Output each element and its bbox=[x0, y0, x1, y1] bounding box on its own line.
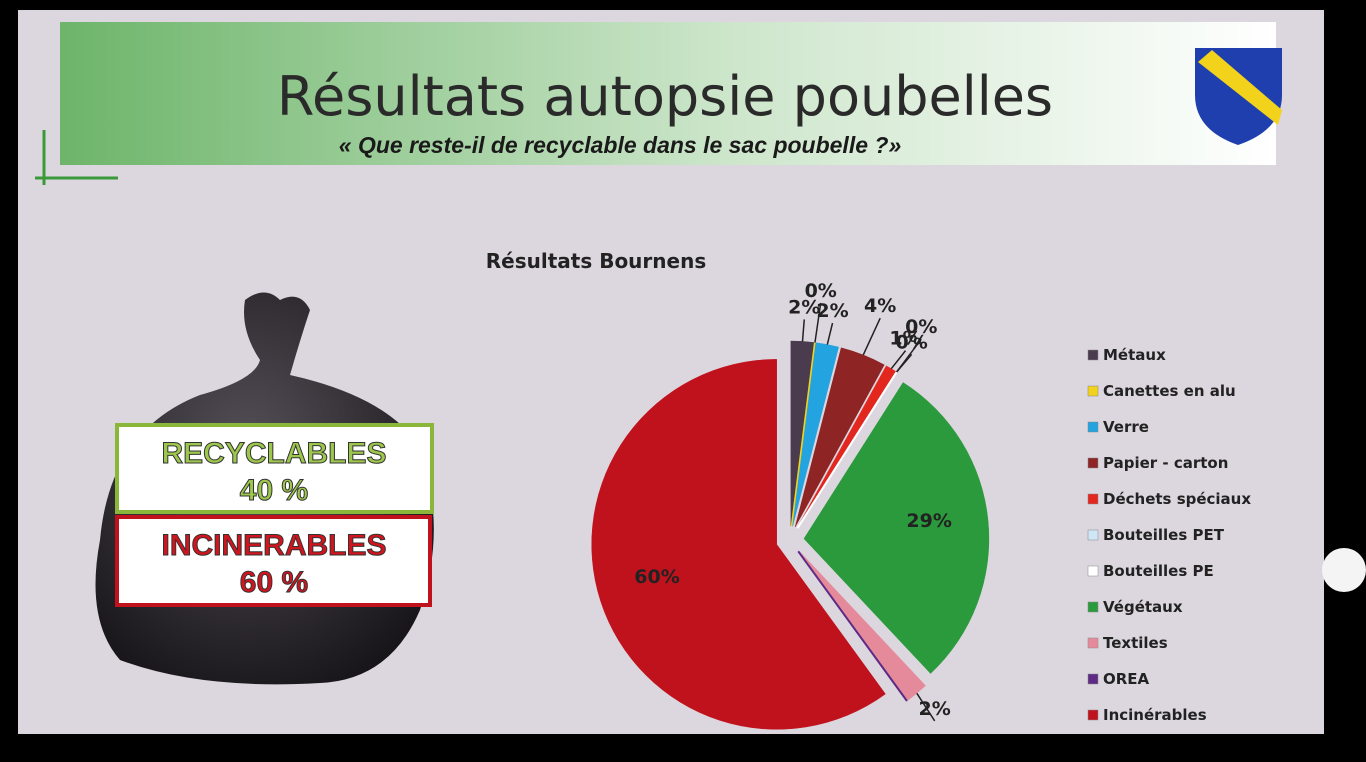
legend-swatch bbox=[1088, 566, 1098, 576]
data-label: 29% bbox=[906, 510, 951, 532]
box-heading: RECYCLABLES bbox=[161, 437, 386, 470]
legend-label: OREA bbox=[1103, 670, 1150, 688]
incinerables-box: INCINERABLES 60 % bbox=[117, 517, 430, 605]
legend-swatch bbox=[1088, 494, 1098, 504]
legend-swatch bbox=[1088, 386, 1098, 396]
legend-label: Végétaux bbox=[1103, 598, 1183, 616]
legend-swatch bbox=[1088, 422, 1098, 432]
recyclables-box: RECYCLABLES 40 % bbox=[117, 425, 432, 512]
legend-swatch bbox=[1088, 638, 1098, 648]
data-label: 60% bbox=[634, 566, 679, 588]
data-label: 0% bbox=[895, 331, 927, 353]
data-label: 2% bbox=[919, 698, 951, 720]
page-hole bbox=[1322, 548, 1366, 592]
chart-title: Résultats Bournens bbox=[486, 249, 706, 273]
title: Résultats autopsie poubelles bbox=[277, 65, 1053, 128]
legend-label: Papier - carton bbox=[1103, 454, 1228, 472]
data-label: 4% bbox=[864, 295, 896, 317]
legend-swatch bbox=[1088, 710, 1098, 720]
box-share: 60 % bbox=[240, 566, 308, 599]
legend-label: Canettes en alu bbox=[1103, 382, 1236, 400]
legend-label: Métaux bbox=[1103, 346, 1166, 364]
legend-label: Bouteilles PET bbox=[1103, 526, 1225, 544]
legend-swatch bbox=[1088, 530, 1098, 540]
legend-swatch bbox=[1088, 602, 1098, 612]
legend-label: Textiles bbox=[1103, 634, 1168, 652]
data-label: 0% bbox=[805, 280, 837, 302]
legend-swatch bbox=[1088, 674, 1098, 684]
box-share: 40 % bbox=[240, 474, 308, 507]
legend-label: Verre bbox=[1103, 418, 1149, 436]
box-heading: INCINERABLES bbox=[161, 529, 386, 562]
data-label: 2% bbox=[816, 300, 848, 322]
slide: Résultats autopsie poubelles « Que reste… bbox=[0, 0, 1366, 762]
legend-label: Incinérables bbox=[1103, 706, 1207, 724]
legend-label: Bouteilles PE bbox=[1103, 562, 1214, 580]
subtitle: « Que reste-il de recyclable dans le sac… bbox=[339, 132, 902, 158]
legend-swatch bbox=[1088, 350, 1098, 360]
legend-label: Déchets spéciaux bbox=[1103, 490, 1251, 508]
legend-swatch bbox=[1088, 458, 1098, 468]
